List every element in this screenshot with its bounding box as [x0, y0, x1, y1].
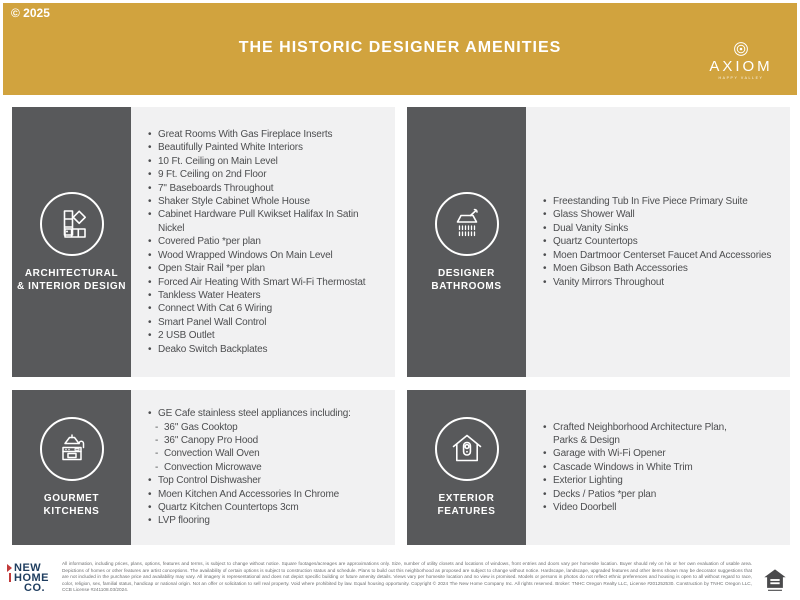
- new-home-co-logo: NEW HOME CO.: [7, 559, 54, 595]
- legal-disclaimer-text: All information, including prices, plans…: [62, 561, 752, 593]
- list-item: Moen Gibson Bath Accessories: [543, 262, 771, 276]
- list-item: 7" Baseboards Throughout: [148, 182, 387, 196]
- page-title: THE HISTORIC DESIGNER AMENITIES: [238, 39, 562, 56]
- list-item: Covered Patio *per plan: [148, 235, 387, 249]
- list-item: 9 Ft. Ceiling on 2nd Floor: [148, 168, 387, 182]
- list-item: Exterior Lighting: [543, 474, 727, 488]
- list-item: Tankless Water Heaters: [148, 289, 387, 303]
- card-content: Crafted Neighborhood Architecture Plan, …: [526, 390, 790, 545]
- card-architectural-interior-design: ARCHITECTURAL & INTERIOR DESIGN Great Ro…: [12, 107, 395, 377]
- list-item: Decks / Patios *per plan: [543, 488, 727, 502]
- feature-list: Great Rooms With Gas Fireplace InsertsBe…: [148, 128, 387, 356]
- list-item: Garage with Wi-Fi Opener: [543, 447, 727, 461]
- card-label: ARCHITECTURAL & INTERIOR DESIGN: [16, 267, 127, 292]
- kitchen-range-icon: [61, 434, 84, 461]
- list-item: GE Cafe stainless steel appliances inclu…: [148, 407, 351, 421]
- icon-circle: [39, 191, 104, 256]
- card-sidebar: GOURMET KITCHENS: [12, 390, 131, 545]
- card-label: EXTERIOR FEATURES: [437, 493, 496, 517]
- copyright-text: © 2025: [11, 6, 50, 20]
- equal-housing-logo: [762, 559, 792, 593]
- list-item: Beautifully Painted White Interiors: [148, 141, 387, 155]
- list-item: Glass Shower Wall: [543, 208, 771, 222]
- card-gourmet-kitchens: GOURMET KITCHENS GE Cafe stainless steel…: [12, 390, 395, 545]
- list-item: Forced Air Heating With Smart Wi-Fi Ther…: [148, 276, 387, 290]
- icon-circle: [39, 417, 104, 481]
- list-item: Connect With Cat 6 Wiring: [148, 302, 387, 316]
- axiom-tagline: HAPPY VALLEY: [718, 76, 764, 80]
- logo-red-arrow-icon: [7, 564, 12, 573]
- logo-red-bar: [9, 573, 11, 583]
- axiom-wordmark: AXIOM: [709, 58, 773, 75]
- list-item: Great Rooms With Gas Fireplace Inserts: [148, 128, 387, 142]
- list-item: Freestanding Tub In Five Piece Primary S…: [543, 195, 771, 209]
- card-content: Great Rooms With Gas Fireplace InsertsBe…: [131, 107, 395, 377]
- list-item: Dual Vanity Sinks: [543, 222, 771, 236]
- header-banner: © 2025 THE HISTORIC DESIGNER AMENITIES A…: [3, 3, 797, 95]
- card-sidebar: EXTERIOR FEATURES: [407, 390, 526, 545]
- paint-swatches-icon: [63, 209, 86, 238]
- list-item: Open Stair Rail *per plan: [148, 262, 387, 276]
- card-sidebar: DESIGNER BATHROOMS: [407, 107, 526, 377]
- card-label: GOURMET KITCHENS: [43, 493, 100, 517]
- icon-circle: [434, 417, 499, 481]
- list-item: 36" Canopy Pro Hood: [148, 434, 351, 448]
- list-item: Crafted Neighborhood Architecture Plan, …: [543, 421, 727, 448]
- axiom-rings-icon: [734, 42, 748, 56]
- card-designer-bathrooms: DESIGNER BATHROOMS Freestanding Tub In F…: [407, 107, 790, 377]
- feature-list: Freestanding Tub In Five Piece Primary S…: [543, 195, 771, 289]
- list-item: Smart Panel Wall Control: [148, 316, 387, 330]
- card-label: DESIGNER BATHROOMS: [431, 267, 502, 292]
- logo-text-co: CO.: [24, 582, 46, 595]
- list-item: Vanity Mirrors Throughout: [543, 276, 771, 290]
- axiom-logo: AXIOM HAPPY VALLEY: [705, 41, 777, 80]
- equal-housing-icon: [764, 569, 786, 591]
- list-item: Quartz Kitchen Countertops 3cm: [148, 501, 351, 515]
- footer: NEW HOME CO. All information, including …: [7, 559, 792, 595]
- house-doorbell-icon: [452, 434, 481, 462]
- shower-head-icon: [456, 208, 478, 236]
- list-item: Convection Wall Oven: [148, 447, 351, 461]
- list-item: Moen Kitchen And Accessories In Chrome: [148, 488, 351, 502]
- list-item: 36" Gas Cooktop: [148, 421, 351, 435]
- list-item: Wood Wrapped Windows On Main Level: [148, 249, 387, 263]
- list-item: Cascade Windows in White Trim: [543, 461, 727, 475]
- amenity-cards: ARCHITECTURAL & INTERIOR DESIGN Great Ro…: [12, 107, 790, 545]
- card-exterior-features: EXTERIOR FEATURES Crafted Neighborhood A…: [407, 390, 790, 545]
- logo-text-home: HOME: [8, 573, 54, 584]
- feature-list: Crafted Neighborhood Architecture Plan, …: [543, 421, 727, 515]
- list-item: Moen Dartmoor Centerset Faucet And Acces…: [543, 249, 771, 263]
- list-item: Shaker Style Cabinet Whole House: [148, 195, 387, 209]
- list-item: Convection Microwave: [148, 461, 351, 475]
- list-item: Deako Switch Backplates: [148, 343, 387, 357]
- list-item: Quartz Countertops: [543, 235, 771, 249]
- list-item: Video Doorbell: [543, 501, 727, 515]
- card-sidebar: ARCHITECTURAL & INTERIOR DESIGN: [12, 107, 131, 377]
- card-content: GE Cafe stainless steel appliances inclu…: [131, 390, 395, 545]
- icon-circle: [434, 191, 499, 256]
- list-item: 10 Ft. Ceiling on Main Level: [148, 155, 387, 169]
- list-item: Cabinet Hardware Pull Kwikset Halifax In…: [148, 208, 387, 235]
- logo-text-new: NEW: [7, 563, 54, 574]
- feature-list: GE Cafe stainless steel appliances inclu…: [148, 407, 351, 528]
- list-item: LVP flooring: [148, 514, 351, 528]
- card-content: Freestanding Tub In Five Piece Primary S…: [526, 107, 790, 377]
- list-item: 2 USB Outlet: [148, 329, 387, 343]
- list-item: Top Control Dishwasher: [148, 474, 351, 488]
